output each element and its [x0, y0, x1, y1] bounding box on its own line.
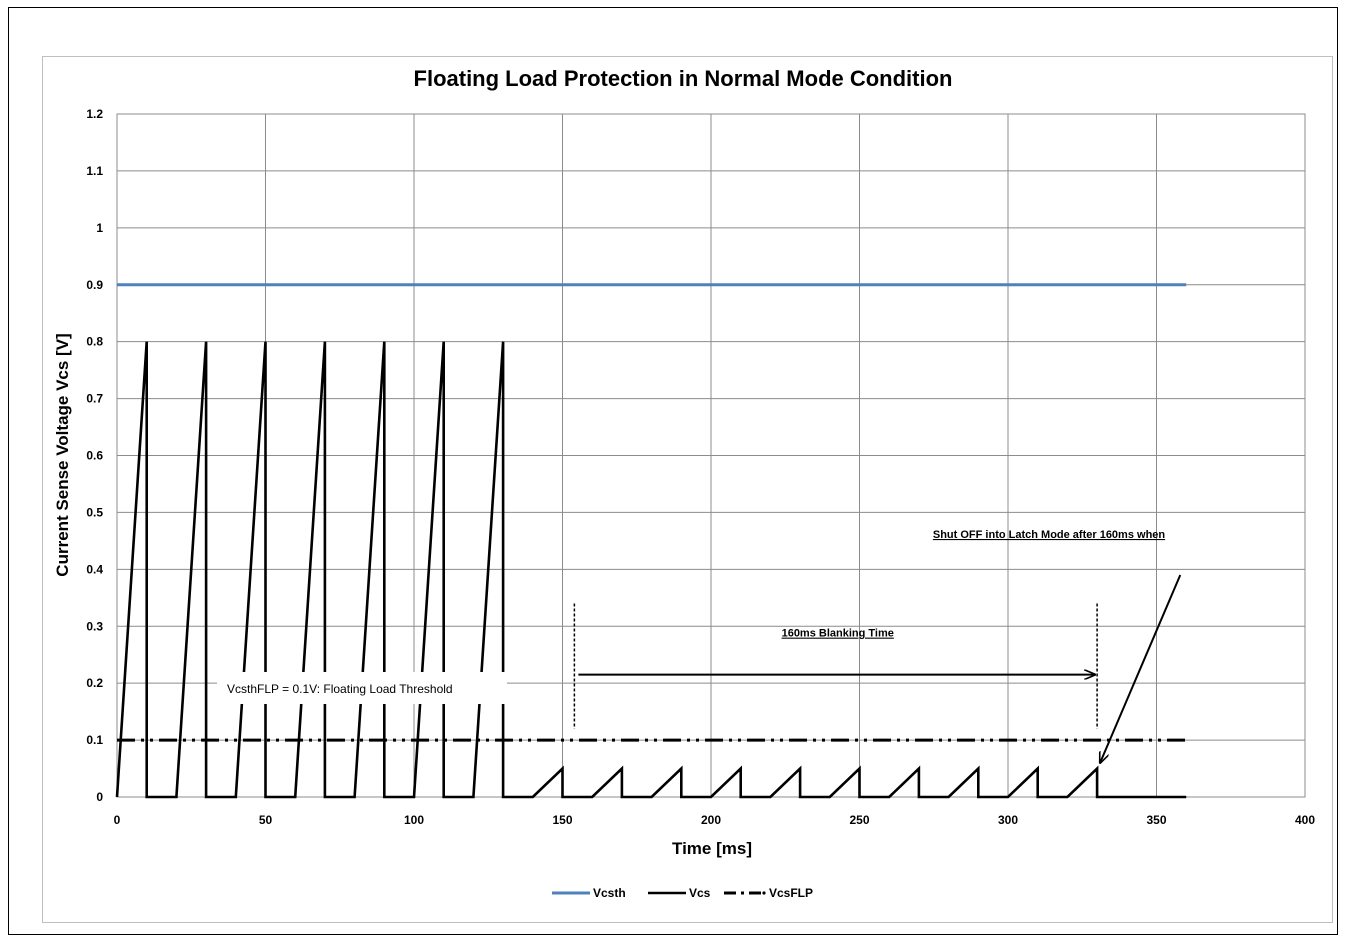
legend-label-vcs: Vcs [689, 886, 711, 900]
y-tick-label: 0.7 [86, 392, 103, 406]
blanking-label: 160ms Blanking Time [782, 628, 894, 640]
series-vcs [115, 341, 1187, 799]
shutoff-arrow [1100, 574, 1182, 763]
series-layer [115, 283, 1187, 799]
y-tick-labels: 0 0.1 0.2 0.3 0.4 0.5 0.6 0.7 0.8 0.9 1 1.1 1.2 [86, 107, 103, 804]
y-tick-label: 1.1 [86, 164, 103, 178]
x-axis-title: Time [ms] [672, 839, 752, 858]
y-tick-label: 0.5 [86, 505, 103, 519]
y-tick-label: 1 [96, 221, 103, 235]
chart-title: Floating Load Protection in Normal Mode … [414, 66, 953, 91]
chart-outer-frame [8, 7, 1338, 935]
y-tick-label: 0 [96, 790, 103, 804]
x-tick-label: 100 [404, 813, 424, 827]
legend-dot [762, 891, 766, 895]
annotation-layer: VcsthFLP = 0.1V: Floating Load Threshold… [217, 529, 1182, 763]
threshold-label-box [217, 672, 507, 704]
x-tick-label: 200 [701, 813, 721, 827]
x-tick-labels: 0 50 100 150 200 250 300 350 400 [114, 813, 1316, 827]
y-axis-title: Current Sense Voltage Vcs [V] [53, 333, 72, 576]
x-tick-label: 0 [114, 813, 121, 827]
y-tick-label: 0.3 [86, 619, 103, 633]
legend: Vcsth Vcs VcsFLP [552, 886, 813, 900]
x-tick-label: 350 [1146, 813, 1166, 827]
legend-label-vcsth: Vcsth [593, 886, 626, 900]
x-tick-label: 400 [1295, 813, 1315, 827]
y-tick-label: 0.6 [86, 449, 103, 463]
y-tick-label: 0.4 [86, 562, 103, 576]
y-tick-label: 0.8 [86, 335, 103, 349]
y-tick-label: 0.1 [86, 733, 103, 747]
x-tick-label: 250 [849, 813, 869, 827]
chart-area [42, 56, 1333, 923]
x-tick-label: 50 [259, 813, 273, 827]
x-tick-label: 150 [552, 813, 572, 827]
y-tick-label: 1.2 [86, 107, 103, 121]
threshold-label: VcsthFLP = 0.1V: Floating Load Threshold [227, 682, 453, 696]
x-tick-label: 300 [998, 813, 1018, 827]
legend-label-vcsflp: VcsFLP [769, 886, 813, 900]
y-tick-label: 0.2 [86, 676, 103, 690]
y-tick-label: 0.9 [86, 278, 103, 292]
shutoff-label: Shut OFF into Latch Mode after 160ms whe… [933, 529, 1166, 541]
